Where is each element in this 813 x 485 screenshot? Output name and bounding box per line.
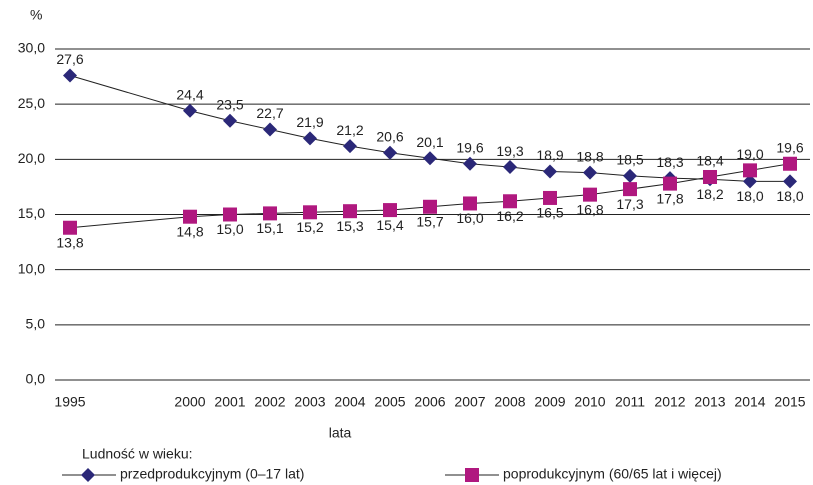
data-point xyxy=(743,163,757,178)
data-point xyxy=(543,164,557,179)
data-point xyxy=(463,196,477,211)
x-tick-label: 2005 xyxy=(374,394,405,410)
x-axis-label: lata xyxy=(329,425,352,441)
data-point xyxy=(63,220,77,235)
data-label: 15,1 xyxy=(256,220,283,236)
y-tick-label: 15,0 xyxy=(18,205,45,221)
data-label: 17,8 xyxy=(656,190,683,206)
data-label: 17,3 xyxy=(616,196,643,212)
data-point xyxy=(743,174,757,189)
x-tick-label: 2002 xyxy=(254,394,285,410)
data-point xyxy=(783,156,797,171)
x-tick-label: 1995 xyxy=(54,394,85,410)
data-label: 19,3 xyxy=(496,143,523,159)
data-label: 18,5 xyxy=(616,152,643,168)
data-label: 15,2 xyxy=(296,219,323,235)
y-tick-label: 20,0 xyxy=(18,150,45,166)
data-point xyxy=(63,68,77,83)
data-point xyxy=(543,190,557,205)
x-tick-label: 2015 xyxy=(774,394,805,410)
data-label: 18,8 xyxy=(576,148,603,164)
y-tick-label: 10,0 xyxy=(18,260,45,276)
data-label: 16,5 xyxy=(536,205,563,221)
data-label: 15,7 xyxy=(416,213,443,229)
legend-label: poprodukcyjnym (60/65 lat i więcej) xyxy=(503,466,722,482)
data-point xyxy=(463,156,477,171)
data-label: 21,9 xyxy=(296,114,323,130)
y-tick-label: 25,0 xyxy=(18,95,45,111)
data-label: 16,2 xyxy=(496,208,523,224)
data-point xyxy=(383,203,397,218)
x-tick-label: 2014 xyxy=(734,394,765,410)
data-label: 19,0 xyxy=(736,146,763,162)
data-label: 23,5 xyxy=(216,96,243,112)
data-label: 15,3 xyxy=(336,218,363,234)
data-point xyxy=(703,169,717,184)
data-label: 21,2 xyxy=(336,122,363,138)
data-point xyxy=(343,139,357,154)
y-axis-label: % xyxy=(30,7,42,23)
data-label: 19,6 xyxy=(776,139,803,155)
data-label: 16,8 xyxy=(576,201,603,217)
legend-title: Ludność w wieku: xyxy=(82,446,193,462)
data-point xyxy=(303,205,317,220)
legend-marker xyxy=(81,468,95,482)
x-tick-label: 2004 xyxy=(334,394,365,410)
data-point xyxy=(183,103,197,118)
data-label: 18,0 xyxy=(776,188,803,204)
y-tick-label: 0,0 xyxy=(26,371,46,387)
x-tick-label: 2013 xyxy=(694,394,725,410)
data-label: 24,4 xyxy=(176,86,203,102)
data-label: 18,3 xyxy=(656,154,683,170)
data-label: 18,4 xyxy=(696,153,723,169)
data-label: 18,2 xyxy=(696,186,723,202)
data-point xyxy=(263,122,277,137)
data-label: 15,4 xyxy=(376,217,403,233)
x-tick-label: 2010 xyxy=(574,394,605,410)
x-tick-label: 2011 xyxy=(615,394,645,410)
legend-label: przedprodukcyjnym (0–17 lat) xyxy=(120,466,304,482)
data-label: 18,9 xyxy=(536,147,563,163)
data-point xyxy=(583,165,597,180)
data-label: 22,7 xyxy=(256,105,283,121)
data-point xyxy=(503,160,517,175)
data-label: 16,0 xyxy=(456,210,483,226)
data-point xyxy=(303,131,317,146)
data-point xyxy=(223,113,237,128)
data-point xyxy=(423,199,437,214)
x-tick-label: 2003 xyxy=(294,394,325,410)
data-label: 15,0 xyxy=(216,221,243,237)
data-label: 13,8 xyxy=(56,234,83,250)
data-label: 20,6 xyxy=(376,128,403,144)
data-label: 14,8 xyxy=(176,223,203,239)
data-label: 20,1 xyxy=(416,134,443,150)
data-label: 27,6 xyxy=(56,51,83,67)
data-point xyxy=(223,207,237,222)
data-point xyxy=(583,187,597,202)
x-tick-label: 2009 xyxy=(534,394,565,410)
data-point xyxy=(423,151,437,166)
data-point xyxy=(623,168,637,183)
data-point xyxy=(663,176,677,191)
x-tick-label: 2001 xyxy=(214,394,245,410)
data-point xyxy=(383,145,397,160)
legend-marker xyxy=(465,468,479,482)
data-point xyxy=(263,206,277,221)
x-tick-label: 2006 xyxy=(414,394,445,410)
x-tick-label: 2000 xyxy=(174,394,205,410)
y-tick-label: 30,0 xyxy=(18,40,45,56)
data-point xyxy=(343,204,357,219)
data-label: 18,0 xyxy=(736,188,763,204)
data-point xyxy=(183,209,197,224)
x-tick-label: 2007 xyxy=(454,394,485,410)
data-point xyxy=(783,174,797,189)
data-label: 19,6 xyxy=(456,139,483,155)
data-point xyxy=(503,194,517,209)
data-point xyxy=(623,182,637,197)
y-tick-label: 5,0 xyxy=(26,316,46,332)
x-tick-label: 2008 xyxy=(494,394,525,410)
x-tick-label: 2012 xyxy=(654,394,685,410)
